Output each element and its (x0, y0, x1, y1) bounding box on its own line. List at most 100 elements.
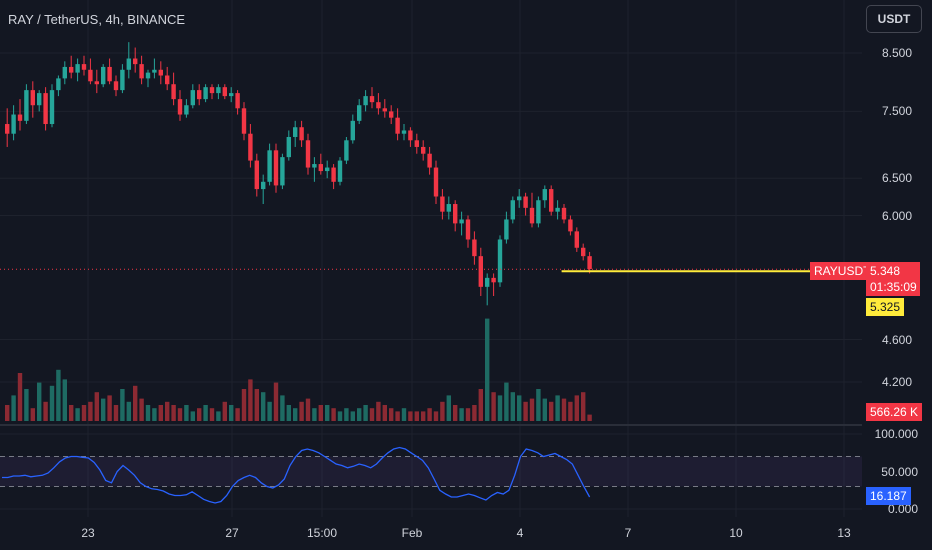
candle (536, 196, 541, 228)
horizontal-line-price-badge: 5.325 (866, 298, 905, 316)
volume-bar (267, 401, 272, 421)
volume-bar (459, 408, 464, 421)
candle-body (94, 81, 99, 85)
volume-bar (222, 401, 227, 421)
volume-bar (574, 395, 579, 421)
candle (549, 185, 554, 216)
candle-body (312, 164, 317, 168)
volume-bar (120, 389, 125, 421)
candle (331, 164, 336, 190)
candle (273, 143, 279, 193)
volume-bar (408, 411, 413, 421)
volume-bar (280, 395, 285, 421)
volume-bar (369, 408, 375, 421)
price-axis-label: 6.500 (881, 171, 912, 186)
candle-body (465, 219, 471, 240)
candle-body (555, 207, 560, 212)
currency-button[interactable]: USDT (866, 5, 922, 33)
candle-body (286, 136, 291, 158)
candle-body (472, 239, 477, 257)
volume-bar (542, 398, 547, 421)
volume-bar (11, 395, 16, 421)
candle-body (382, 108, 387, 112)
candle-body (197, 90, 202, 100)
volume-bar (235, 408, 240, 421)
volume-bar (293, 408, 298, 421)
candle (561, 204, 567, 224)
volume-bar (190, 411, 195, 421)
candle (280, 153, 285, 190)
candle-body (574, 231, 579, 248)
candle (248, 124, 253, 168)
candle (133, 47, 138, 73)
candle-body (318, 164, 323, 172)
volume-bar (171, 405, 176, 421)
volume-bar (177, 408, 183, 421)
candle-body (497, 239, 503, 283)
candle-body (344, 140, 349, 161)
candle-body (433, 167, 439, 197)
volume-bar (37, 382, 42, 421)
candle (62, 61, 67, 85)
candle (555, 200, 560, 220)
volume-bar (395, 411, 400, 421)
candle-body (248, 133, 253, 161)
volume-bar (517, 395, 522, 421)
candle-body (529, 207, 535, 224)
candle (376, 93, 381, 115)
candle-body (561, 207, 567, 220)
candle-body (261, 181, 266, 190)
volume-bar (536, 389, 541, 421)
time-axis-label: 10 (729, 526, 743, 540)
volume-bar (561, 398, 567, 421)
candle-body (510, 200, 515, 220)
volume-bar (107, 395, 112, 421)
candle (401, 124, 407, 141)
candle-body (357, 105, 362, 121)
candle (453, 200, 458, 232)
candle (440, 189, 445, 220)
volume-bar (62, 379, 67, 421)
candle-body (49, 90, 55, 125)
volume-bar (184, 405, 189, 421)
candle (190, 84, 195, 109)
candle (433, 160, 439, 205)
candle-body (203, 87, 208, 100)
volume-bar (81, 405, 87, 421)
candle (337, 157, 343, 186)
rsi-axis-label: 100.000 (874, 427, 918, 441)
time-axis-label: 13 (837, 526, 851, 540)
candle-body (209, 87, 215, 94)
candle-body (376, 102, 381, 109)
volume-bar (133, 385, 138, 421)
volume-bar (523, 401, 528, 421)
volume-bar (305, 398, 311, 421)
volume-bar (389, 408, 394, 421)
candle-body (363, 96, 368, 106)
candle-body (293, 127, 298, 137)
volume-bar (497, 395, 503, 421)
candle-body (305, 140, 311, 168)
candle (369, 87, 375, 109)
volume-bar (549, 401, 554, 421)
volume-bar (446, 395, 451, 421)
volume-bar (241, 389, 247, 421)
volume-bar (139, 398, 144, 421)
candle (94, 69, 99, 94)
volume-bar (152, 408, 157, 421)
volume-bar (421, 411, 426, 421)
candle (254, 153, 259, 197)
volume-bar (56, 369, 61, 421)
candle (357, 99, 362, 125)
candle-body (165, 75, 170, 85)
candle-body (75, 64, 80, 73)
candle (350, 114, 355, 144)
volume-bar (145, 405, 151, 421)
volume-bar (440, 401, 445, 421)
volume-bar (273, 382, 279, 421)
candle-body (177, 99, 183, 115)
candle-body (30, 90, 35, 106)
candle-body (133, 58, 138, 65)
candle (229, 87, 234, 103)
